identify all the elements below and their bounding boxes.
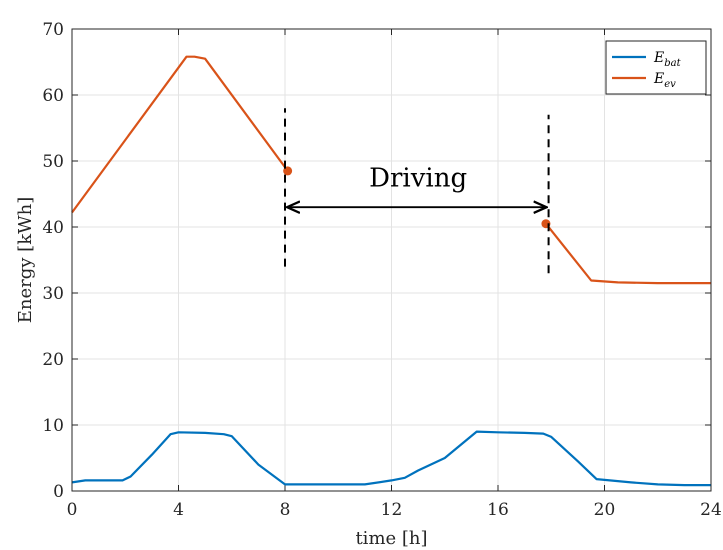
y-tick-label: 50 <box>42 152 64 172</box>
legend-box <box>605 40 707 95</box>
x-tick-label: 4 <box>173 500 184 520</box>
series-line-e-ev-part2 <box>545 223 711 285</box>
y-tick-label: 30 <box>42 284 64 304</box>
x-tick-label: 16 <box>487 500 509 520</box>
y-tick-label: 20 <box>42 350 64 370</box>
y-axis-label: Energy [kWh] <box>15 197 36 323</box>
x-tick-label: 8 <box>280 500 291 520</box>
x-axis-label: time [h] <box>355 528 427 549</box>
x-tick-label: 0 <box>67 500 78 520</box>
driving-label: Driving <box>369 164 467 194</box>
series-line-e-ev <box>71 55 289 214</box>
x-tick-label: 24 <box>700 500 722 520</box>
x-tick-label: 20 <box>594 500 616 520</box>
plot-frame <box>71 28 712 492</box>
series-group <box>71 55 711 487</box>
x-tick-labels: 0 4 8 12 16 20 24 <box>67 500 722 520</box>
legend-entry: Eev <box>653 71 676 90</box>
y-tick-label: 60 <box>42 86 64 106</box>
annotation-group: Driving <box>283 108 551 274</box>
series-line-e-bat <box>71 430 711 487</box>
y-tick-labels: 0 10 20 30 40 50 60 70 <box>42 20 64 502</box>
x-tick-label: 12 <box>381 500 403 520</box>
legend-entry: Ebat <box>653 50 682 69</box>
y-tick-label: 0 <box>53 482 64 502</box>
y-tick-label: 70 <box>42 20 64 40</box>
legend: Ebat Eev <box>605 40 707 95</box>
grid-lines <box>71 28 712 492</box>
marker-point <box>283 166 293 176</box>
y-tick-label: 10 <box>42 416 64 436</box>
y-tick-label: 40 <box>42 218 64 238</box>
